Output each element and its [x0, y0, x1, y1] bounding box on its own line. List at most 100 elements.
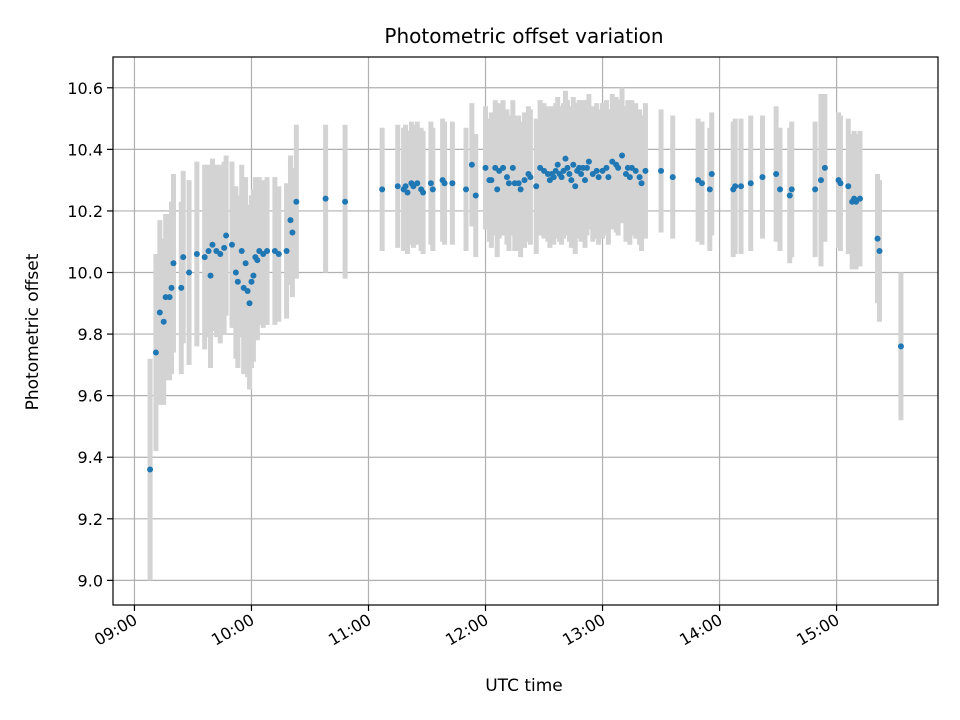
data-point — [275, 251, 282, 258]
y-tick-label: 9.4 — [78, 448, 103, 467]
data-point — [160, 318, 167, 325]
data-point — [414, 180, 421, 187]
data-point — [603, 164, 610, 171]
data-point — [166, 294, 173, 301]
data-point — [558, 174, 565, 181]
data-point — [738, 183, 745, 190]
data-point — [777, 186, 784, 193]
data-point — [221, 244, 228, 251]
data-point — [638, 180, 645, 187]
data-point — [152, 349, 159, 356]
data-point — [619, 152, 626, 159]
data-point — [568, 177, 575, 184]
y-tick-label: 10.0 — [67, 264, 103, 283]
data-point — [581, 177, 588, 184]
data-point — [147, 466, 154, 473]
data-point — [509, 164, 516, 171]
data-point — [572, 183, 579, 190]
data-point — [186, 269, 193, 276]
data-point — [402, 183, 409, 190]
y-tick-label: 9.8 — [78, 325, 103, 344]
y-tick-label: 9.6 — [78, 387, 103, 406]
data-point — [223, 232, 230, 239]
data-point — [500, 164, 507, 171]
data-point — [287, 217, 294, 224]
data-point — [209, 241, 216, 248]
data-point — [566, 170, 573, 177]
data-point — [463, 186, 470, 193]
data-point — [238, 247, 245, 254]
data-point — [732, 183, 739, 190]
data-point — [517, 186, 524, 193]
data-point — [254, 257, 261, 264]
data-point — [897, 343, 904, 350]
data-point — [228, 241, 235, 248]
data-point — [658, 167, 665, 174]
data-point — [293, 198, 300, 205]
chart-title: Photometric offset variation — [384, 24, 663, 48]
plot-frame — [112, 56, 939, 606]
data-point — [322, 195, 329, 202]
data-point — [856, 195, 863, 202]
data-point — [170, 260, 177, 267]
data-point — [773, 170, 780, 177]
data-point — [515, 180, 522, 187]
data-point — [427, 180, 434, 187]
data-point — [554, 161, 561, 168]
data-point — [595, 174, 602, 181]
data-point — [876, 247, 883, 254]
data-point — [812, 186, 819, 193]
data-point — [632, 167, 639, 174]
data-point — [706, 186, 713, 193]
y-axis-label: Photometric offset — [23, 253, 43, 410]
data-point — [193, 251, 200, 258]
data-point — [636, 174, 643, 181]
data-point — [289, 229, 296, 236]
x-axis-label: UTC time — [485, 676, 563, 696]
data-point — [217, 251, 224, 258]
data-point — [494, 186, 501, 193]
y-tick-label: 9.2 — [78, 510, 103, 529]
data-point — [583, 164, 590, 171]
y-axis-ticks: 9.0 9.2 9.4 9.6 9.8 10.0 10.2 10.4 10.6 — [67, 79, 113, 590]
data-point — [250, 272, 257, 279]
data-point — [874, 235, 881, 242]
data-point — [283, 247, 290, 254]
data-point — [404, 189, 411, 196]
data-points — [147, 152, 904, 473]
data-point — [180, 254, 187, 261]
data-point — [550, 174, 557, 181]
data-point — [244, 287, 251, 294]
data-point — [441, 180, 448, 187]
data-point — [821, 164, 828, 171]
data-point — [708, 170, 715, 177]
data-point — [593, 167, 600, 174]
data-point — [201, 254, 208, 261]
data-point — [394, 183, 401, 190]
data-point — [205, 247, 212, 254]
data-point — [178, 284, 185, 291]
data-point — [521, 177, 528, 184]
data-point — [642, 167, 649, 174]
data-point — [482, 164, 489, 171]
data-point — [585, 158, 592, 165]
data-point — [232, 269, 239, 276]
data-point — [605, 174, 612, 181]
data-point — [379, 186, 386, 193]
data-point — [503, 174, 510, 181]
data-point — [468, 161, 475, 168]
data-point — [562, 155, 569, 162]
y-tick-label: 9.0 — [78, 571, 103, 590]
data-point — [699, 180, 706, 187]
y-tick-label: 10.6 — [67, 79, 103, 98]
data-point — [564, 164, 571, 171]
data-point — [788, 186, 795, 193]
data-point — [168, 284, 175, 291]
data-point — [759, 174, 766, 181]
data-point — [578, 170, 585, 177]
data-point — [837, 180, 844, 187]
data-point — [449, 180, 456, 187]
data-point — [246, 300, 253, 307]
data-point — [488, 177, 495, 184]
